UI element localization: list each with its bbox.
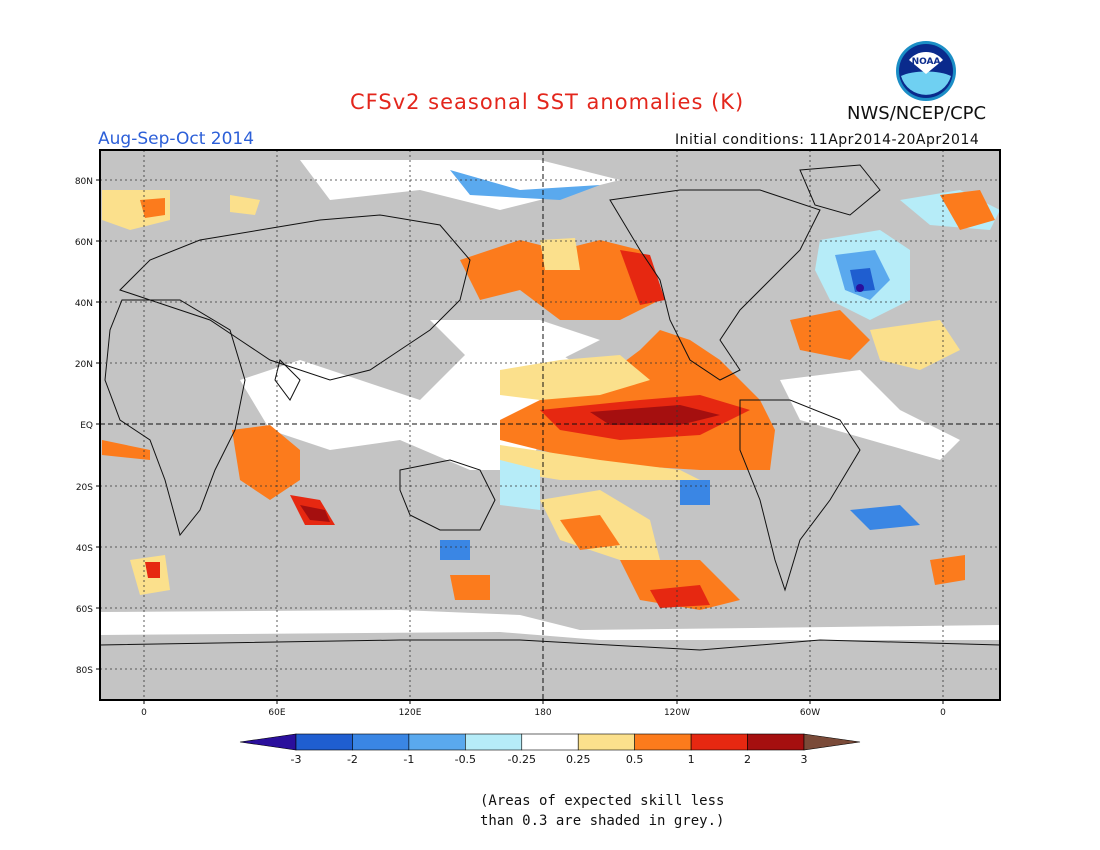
anomaly-fields: [100, 160, 1000, 640]
colorbar-arrow-low: [239, 733, 297, 751]
colorbar-label: -0.5: [455, 753, 476, 766]
colorbar-label: 0.5: [626, 753, 644, 766]
lon-label: 0: [141, 708, 147, 718]
colorbar-label: -2: [347, 753, 358, 766]
gridlines: [100, 150, 1000, 700]
lon-label: 180: [534, 708, 551, 718]
skill-note-line: (Areas of expected skill less: [480, 793, 725, 809]
initial-conditions-label: Initial conditions: 11Apr2014-20Apr2014: [675, 132, 980, 148]
map-frame: [99, 149, 1001, 701]
agency-label: NWS/NCEP/CPC: [847, 103, 987, 124]
lat-label: 20N: [75, 360, 93, 370]
colorbar-segment: [747, 733, 805, 751]
colorbar-label: -0.25: [508, 753, 536, 766]
colorbar-label: 3: [801, 753, 808, 766]
colorbar-segment: [577, 733, 635, 751]
skill-note-line: than 0.3 are shaded in grey.): [480, 813, 725, 829]
colorbar-arrow-high: [803, 733, 861, 751]
lon-label: 120W: [664, 708, 690, 718]
lat-label: 60S: [76, 605, 93, 615]
colorbar-label: -1: [403, 753, 414, 766]
colorbar-segment: [295, 733, 353, 751]
lon-label: 60E: [268, 708, 285, 718]
season-label: Aug-Sep-Oct 2014: [98, 129, 255, 149]
lat-label: 60N: [75, 238, 93, 248]
colorbar-segment: [690, 733, 748, 751]
coastlines: [100, 164, 1000, 651]
logo-text: NOAA: [912, 57, 941, 67]
chart-title: CFSv2 seasonal SST anomalies (K): [350, 90, 745, 114]
colorbar-segment: [408, 733, 466, 751]
skill-note: (Areas of expected skill less than 0.3 a…: [480, 791, 724, 831]
noaa-logo-icon: NOAA: [896, 41, 956, 101]
lat-label: 40N: [75, 299, 93, 309]
lat-label: 40S: [76, 544, 93, 554]
lat-label: EQ: [80, 421, 93, 431]
colorbar-segment: [352, 733, 410, 751]
lon-label: 60W: [800, 708, 820, 718]
equator-dateline: [100, 150, 1000, 700]
colorbar-label: 1: [688, 753, 695, 766]
colorbar-segment: [521, 733, 579, 751]
colorbar-label: -3: [291, 753, 302, 766]
lat-label: 20S: [76, 483, 93, 493]
colorbar: -3 -2 -1 -0.5 -0.25 0.25 0.5 1 2 3: [239, 733, 861, 766]
colorbar-label: 2: [744, 753, 751, 766]
colorbar-label: 0.25: [566, 753, 591, 766]
colorbar-segment: [634, 733, 692, 751]
lat-label: 80N: [75, 177, 93, 187]
colorbar-segment: [465, 733, 523, 751]
lon-label: 0: [940, 708, 946, 718]
lon-label: 120E: [399, 708, 422, 718]
lat-label: 80S: [76, 666, 93, 676]
